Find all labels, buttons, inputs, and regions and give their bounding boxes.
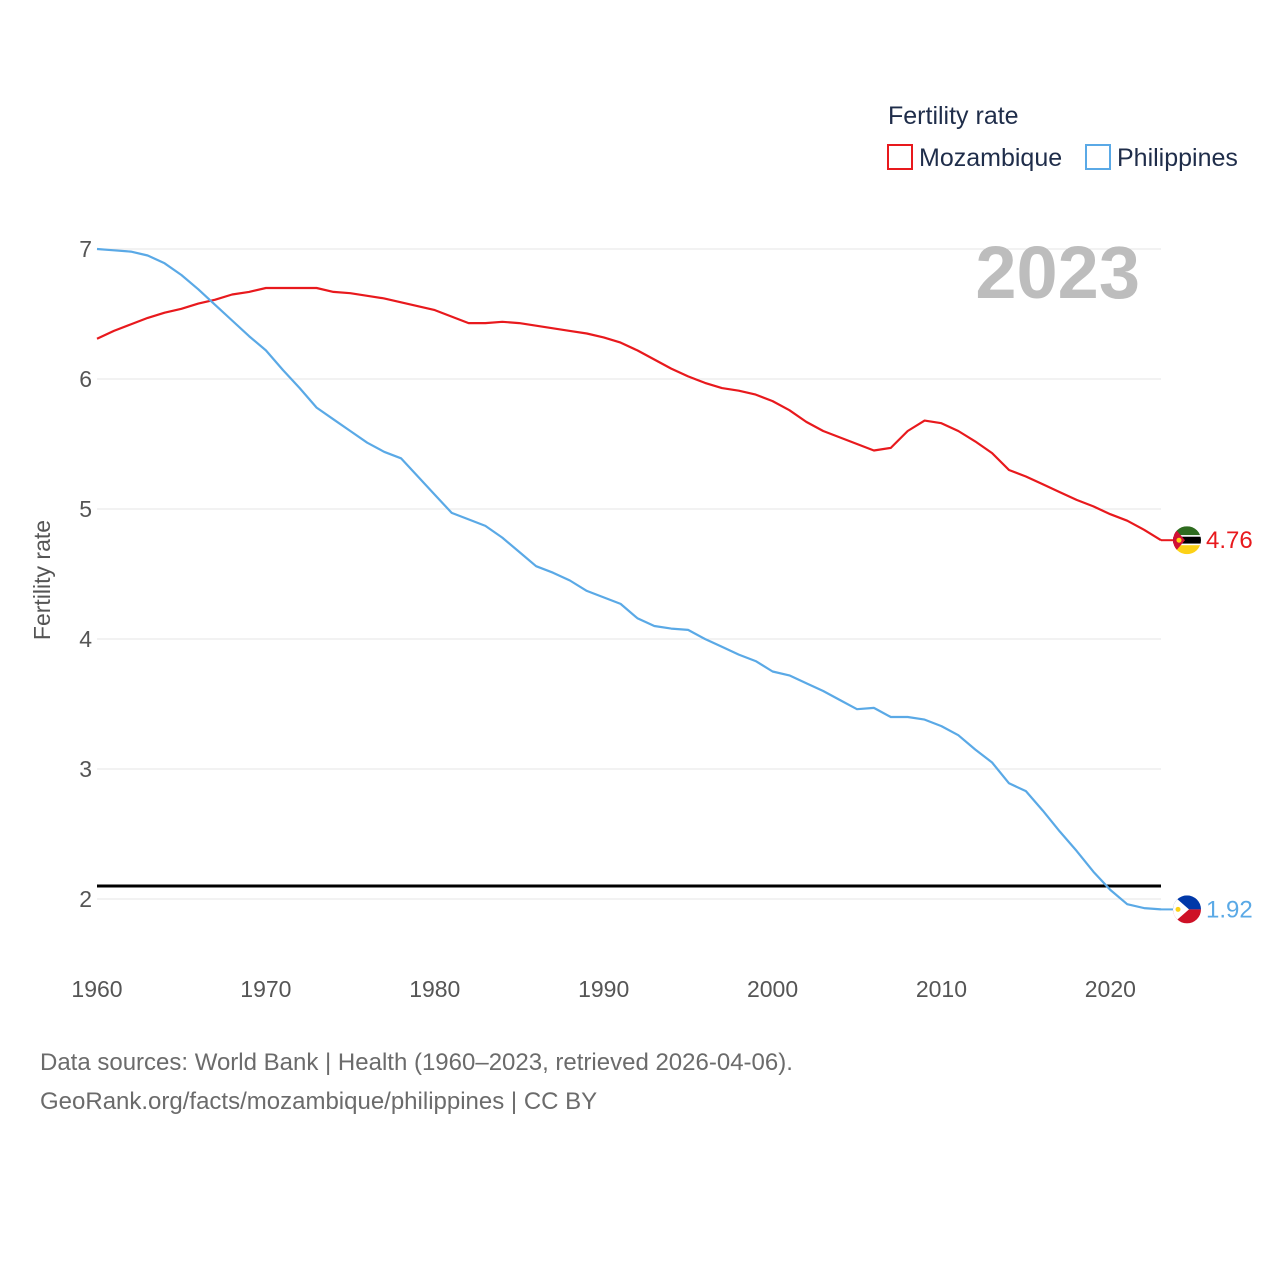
x-axis-ticks: 1960 1970 1980 1990 2000 2010 2020 bbox=[71, 976, 1136, 1002]
x-tick-1960: 1960 bbox=[71, 976, 122, 1002]
legend-swatch-philippines bbox=[1085, 144, 1111, 170]
y-tick-4: 4 bbox=[79, 626, 92, 652]
legend-title: Fertility rate bbox=[888, 102, 1019, 130]
y-axis-ticks: 2 3 4 5 6 7 bbox=[79, 236, 92, 912]
series-lines bbox=[96, 247, 1173, 911]
legend-item-mozambique[interactable]: Mozambique bbox=[887, 144, 1062, 172]
legend-item-philippines[interactable]: Philippines bbox=[1085, 144, 1238, 172]
series-line-philippines bbox=[96, 247, 1162, 911]
fertility-rate-chart: 2 3 4 5 6 7 1960 1970 1980 1990 2000 2010 2020 Fert… bbox=[29, 102, 1253, 1002]
mozambique-flag-icon bbox=[1173, 526, 1201, 555]
x-tick-1970: 1970 bbox=[240, 976, 291, 1002]
x-tick-2000: 2000 bbox=[747, 976, 798, 1002]
x-tick-2010: 2010 bbox=[916, 976, 967, 1002]
x-tick-2020: 2020 bbox=[1085, 976, 1136, 1002]
y-tick-7: 7 bbox=[79, 236, 92, 262]
y-axis-title: Fertility rate bbox=[29, 520, 55, 640]
x-tick-1980: 1980 bbox=[409, 976, 460, 1002]
footer: Data sources: World Bank | Health (1960–… bbox=[40, 1043, 793, 1121]
year-label: 2023 bbox=[975, 231, 1140, 314]
data-source-text: Data sources: World Bank | Health (1960–… bbox=[40, 1049, 793, 1076]
philippines-flag-icon bbox=[1173, 895, 1201, 924]
legend-swatch-mozambique bbox=[887, 144, 913, 170]
legend-label-mozambique: Mozambique bbox=[919, 144, 1062, 172]
source-link[interactable]: GeoRank.org/facts/mozambique/philippines… bbox=[40, 1088, 598, 1115]
philippines-end-value: 1.92 bbox=[1206, 896, 1253, 923]
series-line-mozambique bbox=[96, 286, 1162, 542]
y-tick-5: 5 bbox=[79, 496, 92, 522]
x-tick-1990: 1990 bbox=[578, 976, 629, 1002]
y-tick-3: 3 bbox=[79, 756, 92, 782]
legend-label-philippines: Philippines bbox=[1117, 144, 1238, 172]
gridlines bbox=[97, 248, 1161, 900]
y-tick-2: 2 bbox=[79, 886, 92, 912]
y-tick-6: 6 bbox=[79, 366, 92, 392]
mozambique-end-value: 4.76 bbox=[1206, 527, 1253, 554]
legend: Fertility rate Mozambique Philippines bbox=[887, 102, 1238, 172]
